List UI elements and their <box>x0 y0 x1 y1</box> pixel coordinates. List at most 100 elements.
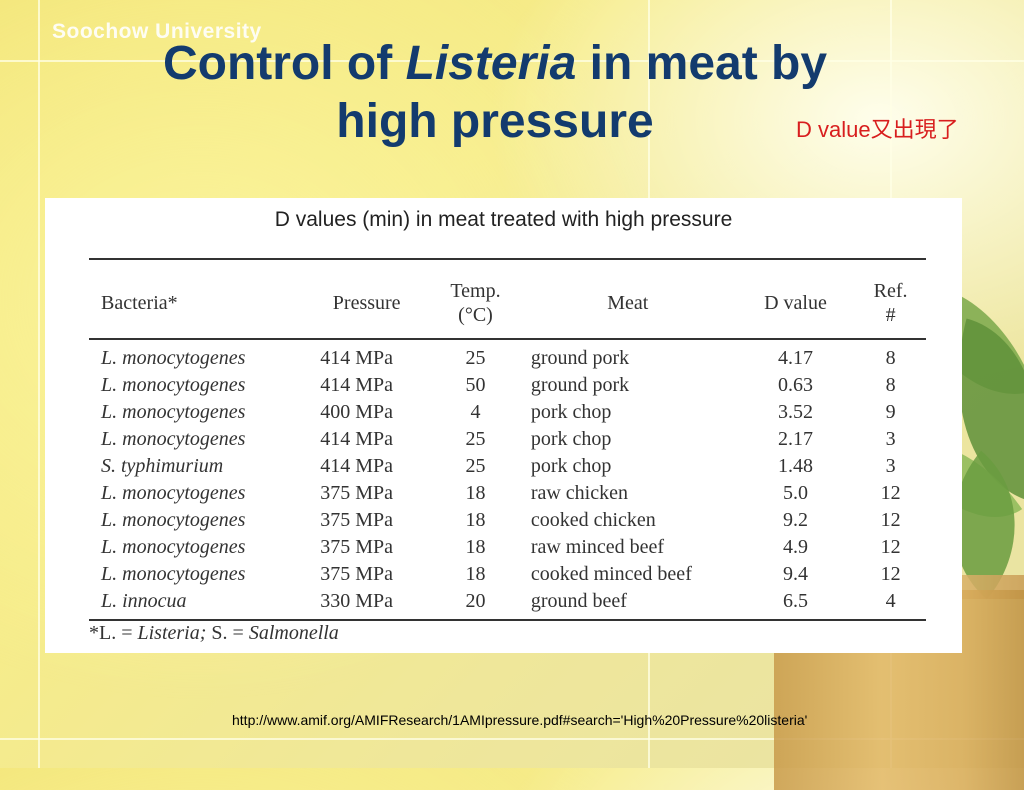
cell-ref: 3 <box>885 455 896 477</box>
cell-ref: 12 <box>880 563 901 585</box>
cell-pressure: 375 MPa <box>320 536 393 558</box>
cell-ref: 12 <box>880 482 901 504</box>
cell-ref: 4 <box>885 590 896 612</box>
title-italic: Listeria <box>405 37 577 90</box>
cell-dvalue: 3.52 <box>777 401 813 423</box>
cell-meat: pork chop <box>530 455 612 477</box>
table-caption: D values (min) in meat treated with high… <box>274 208 733 231</box>
cell-meat: ground beef <box>530 590 627 612</box>
background-line <box>38 0 40 768</box>
header-bacteria: Bacteria* <box>101 292 178 314</box>
cell-bacteria: L. monocytogenes <box>101 509 246 531</box>
background-line <box>0 738 1024 740</box>
cell-meat: cooked minced beef <box>530 563 692 585</box>
cell-pressure: 330 MPa <box>320 590 393 612</box>
title-line2: high pressure <box>336 95 654 148</box>
cell-temp: 20 <box>465 590 486 612</box>
cell-temp: 4 <box>470 401 481 423</box>
cell-dvalue: 9.2 <box>782 509 808 531</box>
cell-temp: 18 <box>465 563 486 585</box>
cell-dvalue: 0.63 <box>777 374 813 396</box>
cell-meat: cooked chicken <box>530 509 656 531</box>
table-footnote: *L. = Listeria; S. = Salmonella <box>89 622 339 645</box>
cell-meat: raw minced beef <box>530 536 665 558</box>
table-row: L. monocytogenes 400 MPa 4 pork chop 3.52 9 <box>89 399 926 426</box>
cell-bacteria: L. monocytogenes <box>101 482 246 504</box>
header-dvalue: D value <box>764 292 827 314</box>
table-row: L. monocytogenes 375 MPa 18 raw minced beef… <box>89 534 926 561</box>
table-top-rule <box>89 258 926 260</box>
header-pressure: Pressure <box>332 292 401 314</box>
cell-temp: 18 <box>465 482 486 504</box>
table-row: L. monocytogenes 375 MPa 18 cooked minced b… <box>89 561 926 588</box>
cell-dvalue: 6.5 <box>782 590 808 612</box>
table-image: D values (min) in meat treated with high… <box>45 198 962 653</box>
cell-bacteria: S. typhimurium <box>101 455 224 477</box>
source-url: http://www.amif.org/AMIFResearch/1AMIpre… <box>232 712 808 728</box>
cell-pressure: 414 MPa <box>320 428 393 450</box>
cell-meat: pork chop <box>530 401 612 423</box>
header-ref-line1: Ref. <box>873 280 908 302</box>
cell-dvalue: 4.17 <box>777 347 813 369</box>
cell-bacteria: L. monocytogenes <box>101 347 246 369</box>
table-row: L. monocytogenes 414 MPa 25 ground pork 4.17… <box>89 342 926 372</box>
table-row: L. monocytogenes 375 MPa 18 cooked chicken 9… <box>89 507 926 534</box>
header-ref: Ref. # <box>855 264 926 342</box>
cell-ref: 12 <box>880 509 901 531</box>
table-header-rule <box>89 338 926 340</box>
d-value-table: Bacteria* Pressure Temp. (°C) Meat D valu… <box>89 264 926 615</box>
university-brand: Soochow University <box>52 20 262 43</box>
table-body: L. monocytogenes 414 MPa 25 ground pork 4.17… <box>89 342 926 615</box>
cell-pressure: 414 MPa <box>320 347 393 369</box>
table-row: L. monocytogenes 375 MPa 18 raw chicken 5.0 1… <box>89 480 926 507</box>
cell-ref: 3 <box>885 428 896 450</box>
cell-bacteria: L. monocytogenes <box>101 563 246 585</box>
background-line <box>0 60 1024 62</box>
footnote-middle: S. = <box>206 622 249 644</box>
cell-pressure: 414 MPa <box>320 374 393 396</box>
cell-temp: 50 <box>465 374 486 396</box>
annotation-note: D value又出現了 <box>796 117 959 142</box>
cell-ref: 12 <box>880 536 901 558</box>
cell-pressure: 375 MPa <box>320 482 393 504</box>
table-row: L. monocytogenes 414 MPa 50 ground pork 0.63… <box>89 372 926 399</box>
cell-bacteria: L. monocytogenes <box>101 536 246 558</box>
header-temp-line1: Temp. <box>450 280 501 302</box>
cell-dvalue: 9.4 <box>782 563 808 585</box>
cell-temp: 25 <box>465 428 486 450</box>
cell-bacteria: L. monocytogenes <box>101 428 246 450</box>
footnote-prefix: *L. = <box>89 622 138 644</box>
table-row: L. innocua 330 MPa 20 ground beef 6.5 4 <box>89 588 926 615</box>
title-prefix: Control of <box>162 37 406 90</box>
header-temp-line2: (°C) <box>458 304 493 326</box>
cell-meat: raw chicken <box>530 482 628 504</box>
cell-meat: pork chop <box>530 428 612 450</box>
cell-dvalue: 1.48 <box>777 455 813 477</box>
cell-meat: ground pork <box>530 374 630 396</box>
cell-pressure: 375 MPa <box>320 563 393 585</box>
cell-bacteria: L. innocua <box>101 590 187 612</box>
table-header-row: Bacteria* Pressure Temp. (°C) Meat D valu… <box>89 264 926 342</box>
slide-title: Control of Listeria in meat by high pres… <box>70 35 920 151</box>
cell-ref: 8 <box>885 374 896 396</box>
cell-temp: 25 <box>465 455 486 477</box>
table-bottom-rule <box>89 619 926 621</box>
header-meat: Meat <box>607 292 649 314</box>
cell-pressure: 375 MPa <box>320 509 393 531</box>
table-row: S. typhimurium 414 MPa 25 pork chop 1.48 3 <box>89 453 926 480</box>
header-temp: Temp. (°C) <box>430 264 521 342</box>
cell-bacteria: L. monocytogenes <box>101 374 246 396</box>
title-line1-suffix: in meat by <box>576 37 828 90</box>
footnote-salmonella: Salmonella <box>248 622 339 644</box>
cell-pressure: 414 MPa <box>320 455 393 477</box>
header-ref-line2: # <box>885 304 896 326</box>
cell-dvalue: 4.9 <box>782 536 808 558</box>
cell-temp: 25 <box>465 347 486 369</box>
cell-ref: 9 <box>885 401 896 423</box>
cell-bacteria: L. monocytogenes <box>101 401 246 423</box>
cell-dvalue: 2.17 <box>777 428 813 450</box>
cell-dvalue: 5.0 <box>782 482 808 504</box>
table-row: L. monocytogenes 414 MPa 25 pork chop 2.17 3 <box>89 426 926 453</box>
cell-temp: 18 <box>465 536 486 558</box>
cell-pressure: 400 MPa <box>320 401 393 423</box>
